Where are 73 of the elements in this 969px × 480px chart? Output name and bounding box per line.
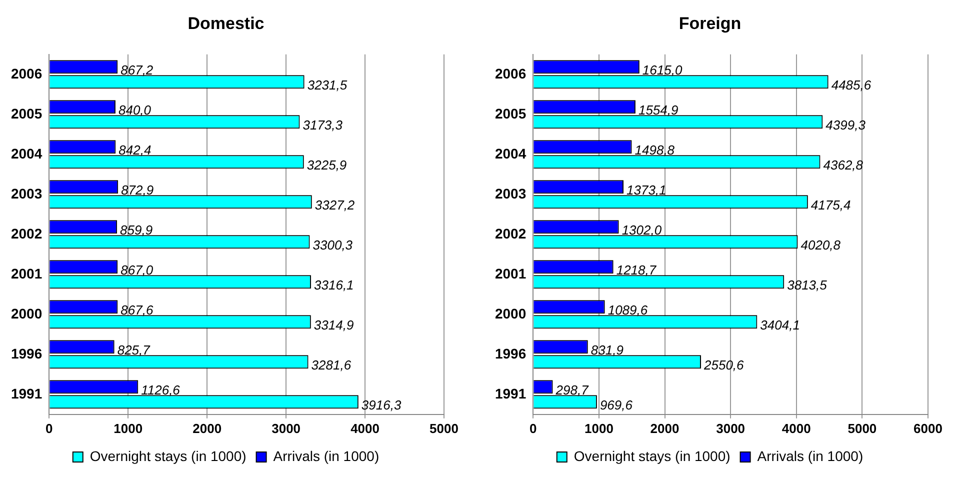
data-label: 4399,3 <box>826 118 866 133</box>
y-tick-label: 2000 <box>10 305 42 322</box>
data-label: 3404,1 <box>760 318 800 333</box>
chart-title: Domestic <box>188 14 264 33</box>
data-label: 872,9 <box>121 182 154 198</box>
chart-title: Foreign <box>678 14 742 33</box>
y-tick-label: 2000 <box>494 305 526 322</box>
x-tick-label: 4000 <box>782 420 811 436</box>
y-tick-label: 2001 <box>10 265 42 282</box>
data-label: 842,4 <box>118 142 152 158</box>
data-label: 831,9 <box>590 342 624 358</box>
data-label: 3300,3 <box>312 238 354 253</box>
data-label: 867,0 <box>120 262 154 278</box>
data-label: 1554,9 <box>638 102 678 118</box>
data-label: 859,9 <box>120 222 153 238</box>
y-tick-label: 1991 <box>10 385 42 402</box>
data-label: 1615,0 <box>642 62 683 78</box>
y-tick-label: 2006 <box>10 65 42 82</box>
data-label: 3314,9 <box>314 318 354 333</box>
x-tick-label: 6000 <box>914 420 942 436</box>
y-tick-label: 1996 <box>494 345 526 362</box>
y-tick-label: 2003 <box>10 185 42 202</box>
y-tick-label: 2004 <box>10 145 42 162</box>
y-tick-label: 1996 <box>10 345 42 362</box>
y-tick-label: 2004 <box>494 145 526 162</box>
x-tick-label: 1000 <box>114 420 143 436</box>
data-label: 3231,5 <box>307 78 348 93</box>
y-tick-label: 2006 <box>494 65 526 82</box>
data-label: 825,7 <box>117 342 151 358</box>
x-tick-label: 5000 <box>848 420 877 436</box>
y-tick-label: 2005 <box>494 105 526 122</box>
data-label: 4175,4 <box>810 198 851 213</box>
data-label: 3281,6 <box>311 358 352 373</box>
x-tick-label: 0 <box>530 420 537 436</box>
legend-label: Arrivals (in 1000) <box>757 448 864 464</box>
y-tick-label: 2002 <box>494 225 526 242</box>
data-label: 3173,3 <box>302 118 344 133</box>
y-tick-label: 2001 <box>494 265 526 282</box>
data-label: 867,2 <box>120 62 154 78</box>
y-tick-label: 2002 <box>10 225 42 242</box>
data-label: 2550,6 <box>703 358 745 373</box>
data-label: 3813,5 <box>787 278 828 293</box>
x-tick-label: 5000 <box>430 420 458 436</box>
legend-label: Arrivals (in 1000) <box>273 448 380 464</box>
data-label: 3316,1 <box>314 278 354 293</box>
data-label: 3916,3 <box>361 398 402 413</box>
data-label: 298,7 <box>554 382 590 398</box>
data-label: 1126,6 <box>141 382 181 398</box>
x-tick-label: 1000 <box>584 420 614 436</box>
data-label: 1218,7 <box>616 262 657 278</box>
data-label: 1373,1 <box>626 182 666 198</box>
y-tick-label: 1991 <box>494 385 526 402</box>
x-tick-label: 4000 <box>350 420 380 436</box>
x-tick-label: 3000 <box>716 420 746 436</box>
x-tick-label: 3000 <box>272 420 301 436</box>
y-tick-label: 2003 <box>494 185 526 202</box>
data-label: 4485,6 <box>831 78 872 93</box>
x-tick-label: 2000 <box>192 420 222 436</box>
data-label: 3327,2 <box>314 198 356 213</box>
y-tick-label: 2005 <box>10 105 42 122</box>
data-label: 3225,9 <box>306 158 347 173</box>
data-label: 4020,8 <box>800 238 842 253</box>
x-tick-label: 0 <box>46 420 53 436</box>
data-label: 1498,8 <box>634 142 676 158</box>
data-label: 867,6 <box>120 302 154 318</box>
data-label: 4362,8 <box>823 158 864 173</box>
data-label: 1089,6 <box>608 302 648 318</box>
x-tick-label: 2000 <box>650 420 680 436</box>
data-label: 840,0 <box>118 102 152 118</box>
data-label: 969,6 <box>600 398 634 413</box>
data-label: 1302,0 <box>622 222 662 238</box>
legend-label: Overnight stays (in 1000) <box>90 448 246 464</box>
legend-label: Overnight stays (in 1000) <box>574 448 730 464</box>
